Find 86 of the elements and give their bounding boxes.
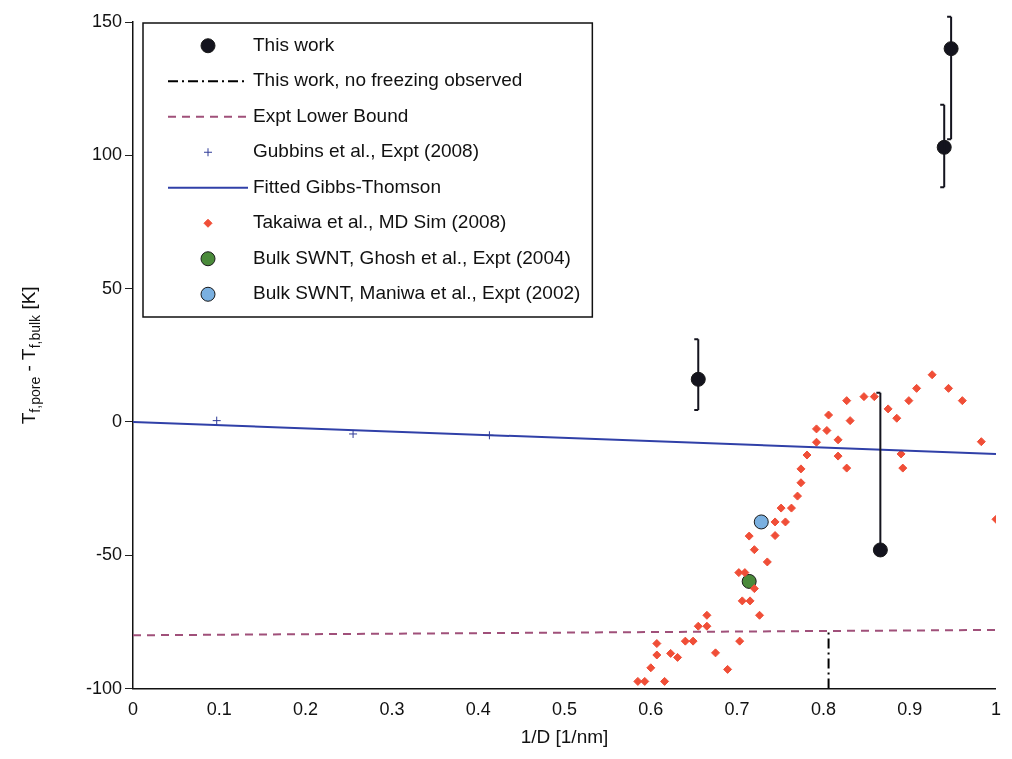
y-tick-label: 50 <box>101 277 122 298</box>
point <box>770 517 780 527</box>
point <box>976 437 986 447</box>
point <box>711 648 721 658</box>
x-tick-label: 0.1 <box>206 699 232 720</box>
legend-label: This work, no freezing observed <box>253 69 523 91</box>
y-tick-label: 100 <box>91 144 122 165</box>
point <box>776 503 786 513</box>
point <box>640 676 650 686</box>
point <box>723 664 733 674</box>
point <box>796 464 806 474</box>
point <box>762 557 772 567</box>
point <box>693 621 703 631</box>
x-tick-label: 0.6 <box>638 699 664 720</box>
point <box>833 435 843 445</box>
point <box>842 463 852 473</box>
point <box>741 573 757 589</box>
point <box>652 639 662 649</box>
point <box>348 429 358 439</box>
y-tick-label: 0 <box>111 410 122 431</box>
point <box>749 545 759 555</box>
point <box>842 396 852 406</box>
point <box>633 676 643 686</box>
point <box>796 478 806 488</box>
x-tick-label: 0.3 <box>379 699 405 720</box>
y-axis-title: Tf,pore - Tf,bulk [K] <box>18 286 43 425</box>
point <box>786 503 796 513</box>
point <box>212 416 222 426</box>
legend-label: Bulk SWNT, Ghosh et al., Expt (2004) <box>253 246 571 268</box>
point <box>824 410 834 420</box>
x-tick-label: 0.5 <box>551 699 578 720</box>
point <box>744 531 754 541</box>
point <box>793 491 803 501</box>
point <box>673 652 683 662</box>
x-tick-label: 1 <box>990 699 1001 720</box>
point <box>749 584 759 594</box>
legend-label: This work <box>253 33 335 55</box>
point <box>652 650 662 660</box>
x-tick-label: 0.2 <box>293 699 319 720</box>
point <box>646 663 656 673</box>
legend-label: Expt Lower Bound <box>253 104 409 126</box>
y-tick-label: 150 <box>91 10 122 31</box>
point <box>957 396 967 406</box>
x-tick-label: 0.8 <box>810 699 836 720</box>
point <box>802 450 812 460</box>
point <box>680 636 690 646</box>
point <box>822 425 832 435</box>
point <box>927 370 937 380</box>
point <box>904 396 914 406</box>
point <box>845 416 855 426</box>
point <box>811 437 821 447</box>
point <box>484 430 494 440</box>
point <box>666 648 676 658</box>
point <box>859 392 869 402</box>
point <box>872 542 888 558</box>
point <box>912 383 922 393</box>
point <box>869 392 879 402</box>
y-tick-label: -50 <box>95 544 122 565</box>
legend-label: Gubbins et al., Expt (2008) <box>253 140 480 162</box>
point <box>702 621 712 631</box>
point <box>770 531 780 541</box>
point <box>660 676 670 686</box>
point <box>883 404 893 414</box>
x-tick-label: 0 <box>127 699 139 720</box>
point <box>753 514 769 530</box>
point <box>892 413 902 423</box>
point <box>780 517 790 527</box>
point <box>898 463 908 473</box>
point <box>737 596 747 606</box>
point <box>740 568 750 578</box>
point <box>688 636 698 646</box>
point <box>735 636 745 646</box>
legend-label: Fitted Gibbs-Thomson <box>253 175 441 197</box>
point <box>755 610 765 620</box>
point <box>702 610 712 620</box>
x-axis-title: 1/D [1/nm] <box>520 725 609 747</box>
x-tick-label: 0.9 <box>897 699 923 720</box>
point <box>944 383 954 393</box>
legend-label: Bulk SWNT, Maniwa et al., Expt (2002) <box>253 282 581 304</box>
point <box>811 424 821 434</box>
x-tick-label: 0.4 <box>465 699 491 720</box>
point <box>833 451 843 461</box>
point <box>745 596 755 606</box>
y-tick-label: -100 <box>85 677 122 698</box>
legend-label: Takaiwa et al., MD Sim (2008) <box>253 211 507 233</box>
x-tick-label: 0.7 <box>724 699 750 720</box>
